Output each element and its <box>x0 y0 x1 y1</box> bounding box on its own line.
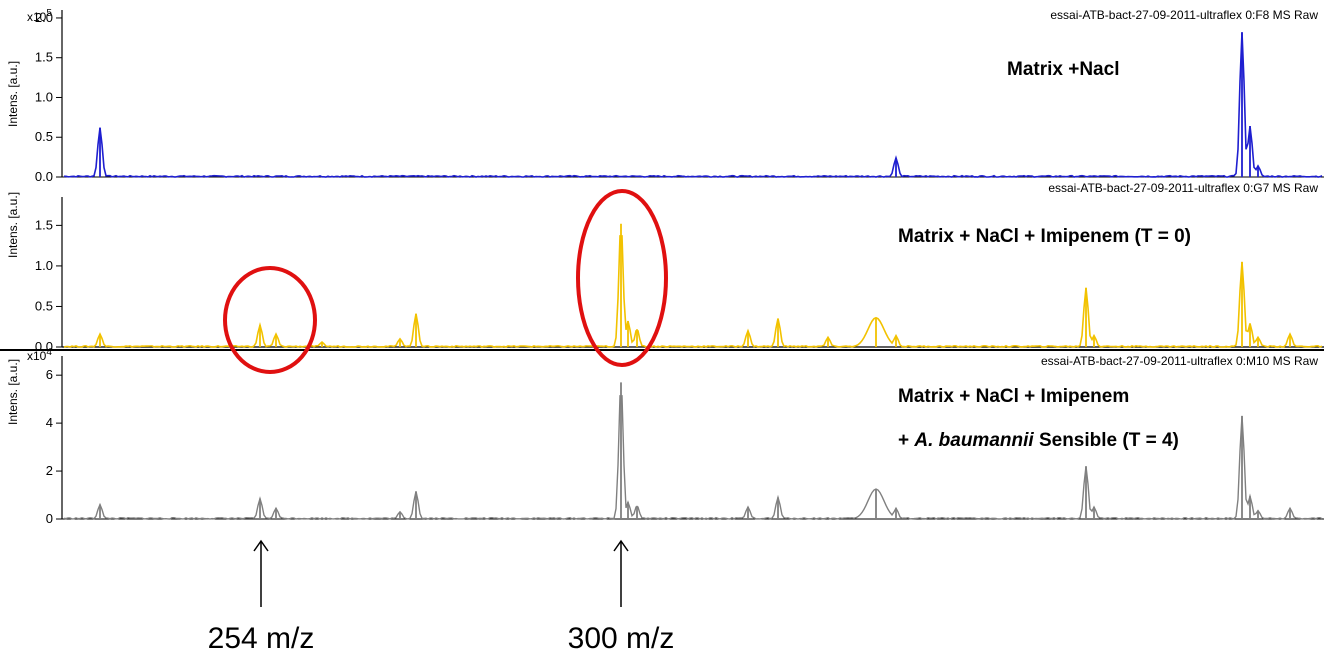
panel-3-ytick-label: 0 <box>46 511 53 526</box>
panel-1-y-ticks: 0.0 0.5 1.0 1.5 2.0 <box>35 10 62 184</box>
panel-2-ytick-label: 0.0 <box>35 339 53 354</box>
panel-3-ytick-label: 2 <box>46 463 53 478</box>
spectrum-panel-3: 0 2 4 6 Intens. [a.u.] x104 essai-ATB-bact-… <box>6 347 1324 526</box>
panel-1-source-label: essai-ATB-bact-27-09-2011-ultraflex 0:F8… <box>1050 8 1318 22</box>
panel-1-sample-label: Matrix +Nacl <box>1007 59 1119 80</box>
panel-2-peaks <box>99 223 1291 347</box>
panel-1-ytick-label: 2.0 <box>35 10 53 25</box>
panel-2-y-axis-label: Intens. [a.u.] <box>6 192 20 258</box>
panel-3-peaks <box>99 382 1291 519</box>
arrow-label-254: 254 m/z <box>208 622 315 655</box>
panel-1-ytick-label: 1.0 <box>35 89 53 104</box>
panel-1-ytick-label: 0.5 <box>35 129 53 144</box>
panel-3-ytick-label: 4 <box>46 415 53 430</box>
spectrum-panel-1: 0.0 0.5 1.0 1.5 2.0 Intens. [a.u.] x105 essa… <box>6 8 1324 184</box>
panel-1-peaks <box>99 32 1259 177</box>
panel-2-sample-label: Matrix + NaCl + Imipenem (T = 0) <box>898 226 1191 247</box>
panel-3-ytick-label: 6 <box>46 367 53 382</box>
panel-3-y-ticks: 0 2 4 6 <box>46 367 62 526</box>
panel-2-ytick-label: 1.5 <box>35 217 53 232</box>
highlight-circle-300 <box>576 189 668 367</box>
panel-3-exponent: x104 <box>27 347 52 363</box>
panel-3-spectrum-trace <box>63 395 1323 520</box>
panel-3-y-axis-label: Intens. [a.u.] <box>6 359 20 425</box>
panel-2-ytick-label: 1.0 <box>35 258 53 273</box>
panel-1-ytick-label: 1.5 <box>35 50 53 65</box>
panel-1-ytick-label: 0.0 <box>35 169 53 184</box>
spectrum-panel-2: 0.0 0.5 1.0 1.5 Intens. [a.u.] essai-ATB-ba… <box>0 181 1324 354</box>
panel-1-spectrum-trace <box>64 32 1323 178</box>
panel-3-sample-label-line2: + A. baumannii Sensible (T = 4) <box>898 430 1179 451</box>
arrow-300 <box>613 539 629 607</box>
panel-3-source-label: essai-ATB-bact-27-09-2011-ultraflex 0:M1… <box>1041 354 1318 368</box>
panel-1-y-axis-label: Intens. [a.u.] <box>6 61 20 127</box>
panel-1-exponent: x105 <box>27 8 52 24</box>
panel-2-y-ticks: 0.0 0.5 1.0 1.5 <box>35 217 62 354</box>
panel-2-source-label: essai-ATB-bact-27-09-2011-ultraflex 0:G7… <box>1048 181 1318 195</box>
panel-2-spectrum-trace <box>63 235 1323 348</box>
panel-2-ytick-label: 0.5 <box>35 298 53 313</box>
highlight-circle-254 <box>223 266 317 374</box>
panel-3-sample-label-line1: Matrix + NaCl + Imipenem <box>898 386 1129 407</box>
arrow-label-300: 300 m/z <box>568 622 675 655</box>
arrow-254 <box>253 539 269 607</box>
